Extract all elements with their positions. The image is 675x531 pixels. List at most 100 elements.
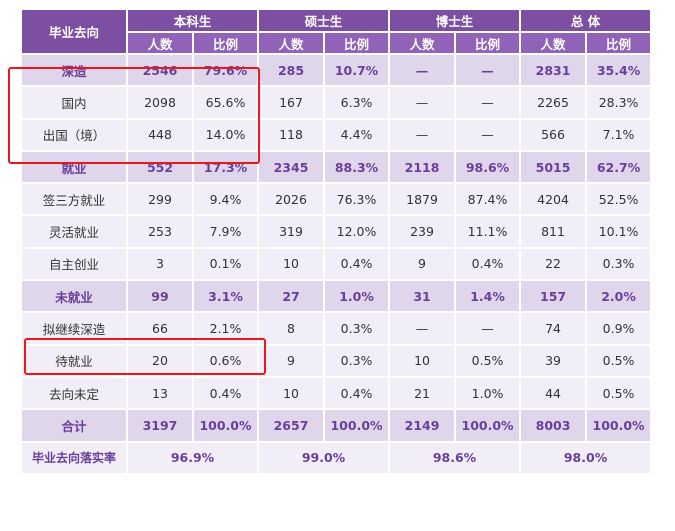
cell-value: 0.9% (587, 313, 651, 344)
cell-value: — (390, 55, 455, 86)
cell-value: 0.1% (194, 248, 258, 280)
row-label: 未就业 (22, 281, 126, 312)
subheader-count: 人数 (390, 33, 455, 53)
cell-value: 9 (390, 248, 455, 280)
cell-value: 8 (259, 313, 324, 344)
cell-value: 21 (390, 377, 455, 409)
cell-value: 12.0% (325, 216, 389, 247)
cell-value: 1.0% (456, 377, 520, 409)
table-row-employment: 就业 552 17.3% 2345 88.3% 2118 98.6% 5015 … (22, 151, 651, 183)
cell-value: 0.6% (194, 345, 258, 376)
cell-value: 0.3% (587, 248, 651, 280)
cell-value: 1.0% (325, 281, 389, 312)
row-label: 深造 (22, 55, 126, 86)
row-label: 灵活就业 (22, 216, 126, 247)
row-label: 国内 (22, 87, 126, 118)
cell-value: 3197 (128, 410, 192, 441)
rate-value-undergraduate: 96.9% (128, 442, 258, 473)
cell-value: 62.7% (587, 151, 651, 183)
cell-value: 22 (521, 248, 586, 280)
table-row-total: 合计 3197 100.0% 2657 100.0% 2149 100.0% 8… (22, 410, 651, 441)
cell-value: 0.3% (325, 345, 389, 376)
cell-value: 167 (259, 87, 324, 118)
table-row-not-employed: 未就业 99 3.1% 27 1.0% 31 1.4% 157 2.0% (22, 281, 651, 312)
cell-value: 100.0% (194, 410, 258, 441)
cell-value: 10.1% (587, 216, 651, 247)
cell-value: 299 (128, 184, 192, 215)
subheader-count: 人数 (128, 33, 192, 53)
table-row-abroad: 出国（境） 448 14.0% 118 4.4% — — 566 7.1% (22, 119, 651, 150)
cell-value: 9.4% (194, 184, 258, 215)
cell-value: — (456, 119, 520, 150)
cell-value: 99 (128, 281, 192, 312)
row-label: 毕业去向落实率 (22, 442, 126, 473)
table-row-tripartite-contract: 签三方就业 299 9.4% 2026 76.3% 1879 87.4% 420… (22, 184, 651, 215)
rate-value-overall: 98.0% (521, 442, 651, 473)
cell-value: 0.3% (325, 313, 389, 344)
cell-value: 0.5% (587, 377, 651, 409)
cell-value: 39 (521, 345, 586, 376)
cell-value: 87.4% (456, 184, 520, 215)
cell-value: 0.5% (456, 345, 520, 376)
subheader-ratio: 比例 (456, 33, 520, 53)
cell-value: 35.4% (587, 55, 651, 86)
row-label: 合计 (22, 410, 126, 441)
graduation-destination-table-container: 毕业去向 本科生 硕士生 博士生 总 体 人数 比例 人数 比例 人数 比例 人… (8, 8, 651, 475)
destination-column-header: 毕业去向 (22, 10, 126, 53)
table-row-deepen-study: 深造 2546 79.6% 285 10.7% — — 2831 35.4% (22, 55, 651, 86)
cell-value: 27 (259, 281, 324, 312)
cell-value: 2118 (390, 151, 455, 183)
cell-value: 3.1% (194, 281, 258, 312)
cell-value: 118 (259, 119, 324, 150)
cell-value: 552 (128, 151, 192, 183)
cell-value: 0.4% (456, 248, 520, 280)
cell-value: — (390, 87, 455, 118)
cell-value: 65.6% (194, 87, 258, 118)
cell-value: 319 (259, 216, 324, 247)
cell-value: 5015 (521, 151, 586, 183)
cell-value: 7.1% (587, 119, 651, 150)
group-header-overall: 总 体 (521, 10, 651, 31)
cell-value: 100.0% (587, 410, 651, 441)
cell-value: 20 (128, 345, 192, 376)
subheader-count: 人数 (521, 33, 586, 53)
row-label: 自主创业 (22, 248, 126, 280)
cell-value: 0.4% (194, 377, 258, 409)
cell-value: 10.7% (325, 55, 389, 86)
group-header-master: 硕士生 (259, 10, 389, 31)
cell-value: 28.3% (587, 87, 651, 118)
cell-value: — (390, 313, 455, 344)
row-label: 待就业 (22, 345, 126, 376)
highlight-box-plan-further-study (24, 338, 266, 375)
cell-value: 0.4% (325, 248, 389, 280)
subheader-count: 人数 (259, 33, 324, 53)
cell-value: 4204 (521, 184, 586, 215)
cell-value: 2831 (521, 55, 586, 86)
cell-value: 8003 (521, 410, 586, 441)
cell-value: 79.6% (194, 55, 258, 86)
table-row-awaiting-employment: 待就业 20 0.6% 9 0.3% 10 0.5% 39 0.5% (22, 345, 651, 376)
row-label: 签三方就业 (22, 184, 126, 215)
cell-value: 100.0% (325, 410, 389, 441)
cell-value: 157 (521, 281, 586, 312)
subheader-ratio: 比例 (194, 33, 258, 53)
cell-value: 10 (390, 345, 455, 376)
cell-value: 74 (521, 313, 586, 344)
cell-value: 14.0% (194, 119, 258, 150)
cell-value: — (456, 55, 520, 86)
rate-value-master: 99.0% (259, 442, 389, 473)
rate-value-doctoral: 98.6% (390, 442, 520, 473)
row-label: 出国（境） (22, 119, 126, 150)
cell-value: — (456, 87, 520, 118)
cell-value: 253 (128, 216, 192, 247)
cell-value: 13 (128, 377, 192, 409)
cell-value: 6.3% (325, 87, 389, 118)
cell-value: 10 (259, 248, 324, 280)
cell-value: 3 (128, 248, 192, 280)
cell-value: — (456, 313, 520, 344)
table-row-placement-rate: 毕业去向落实率 96.9% 99.0% 98.6% 98.0% (22, 442, 651, 473)
table-row-domestic: 国内 2098 65.6% 167 6.3% — — 2265 28.3% (22, 87, 651, 118)
cell-value: 4.4% (325, 119, 389, 150)
row-label: 就业 (22, 151, 126, 183)
table-body: 深造 2546 79.6% 285 10.7% — — 2831 35.4% 国… (22, 55, 651, 473)
